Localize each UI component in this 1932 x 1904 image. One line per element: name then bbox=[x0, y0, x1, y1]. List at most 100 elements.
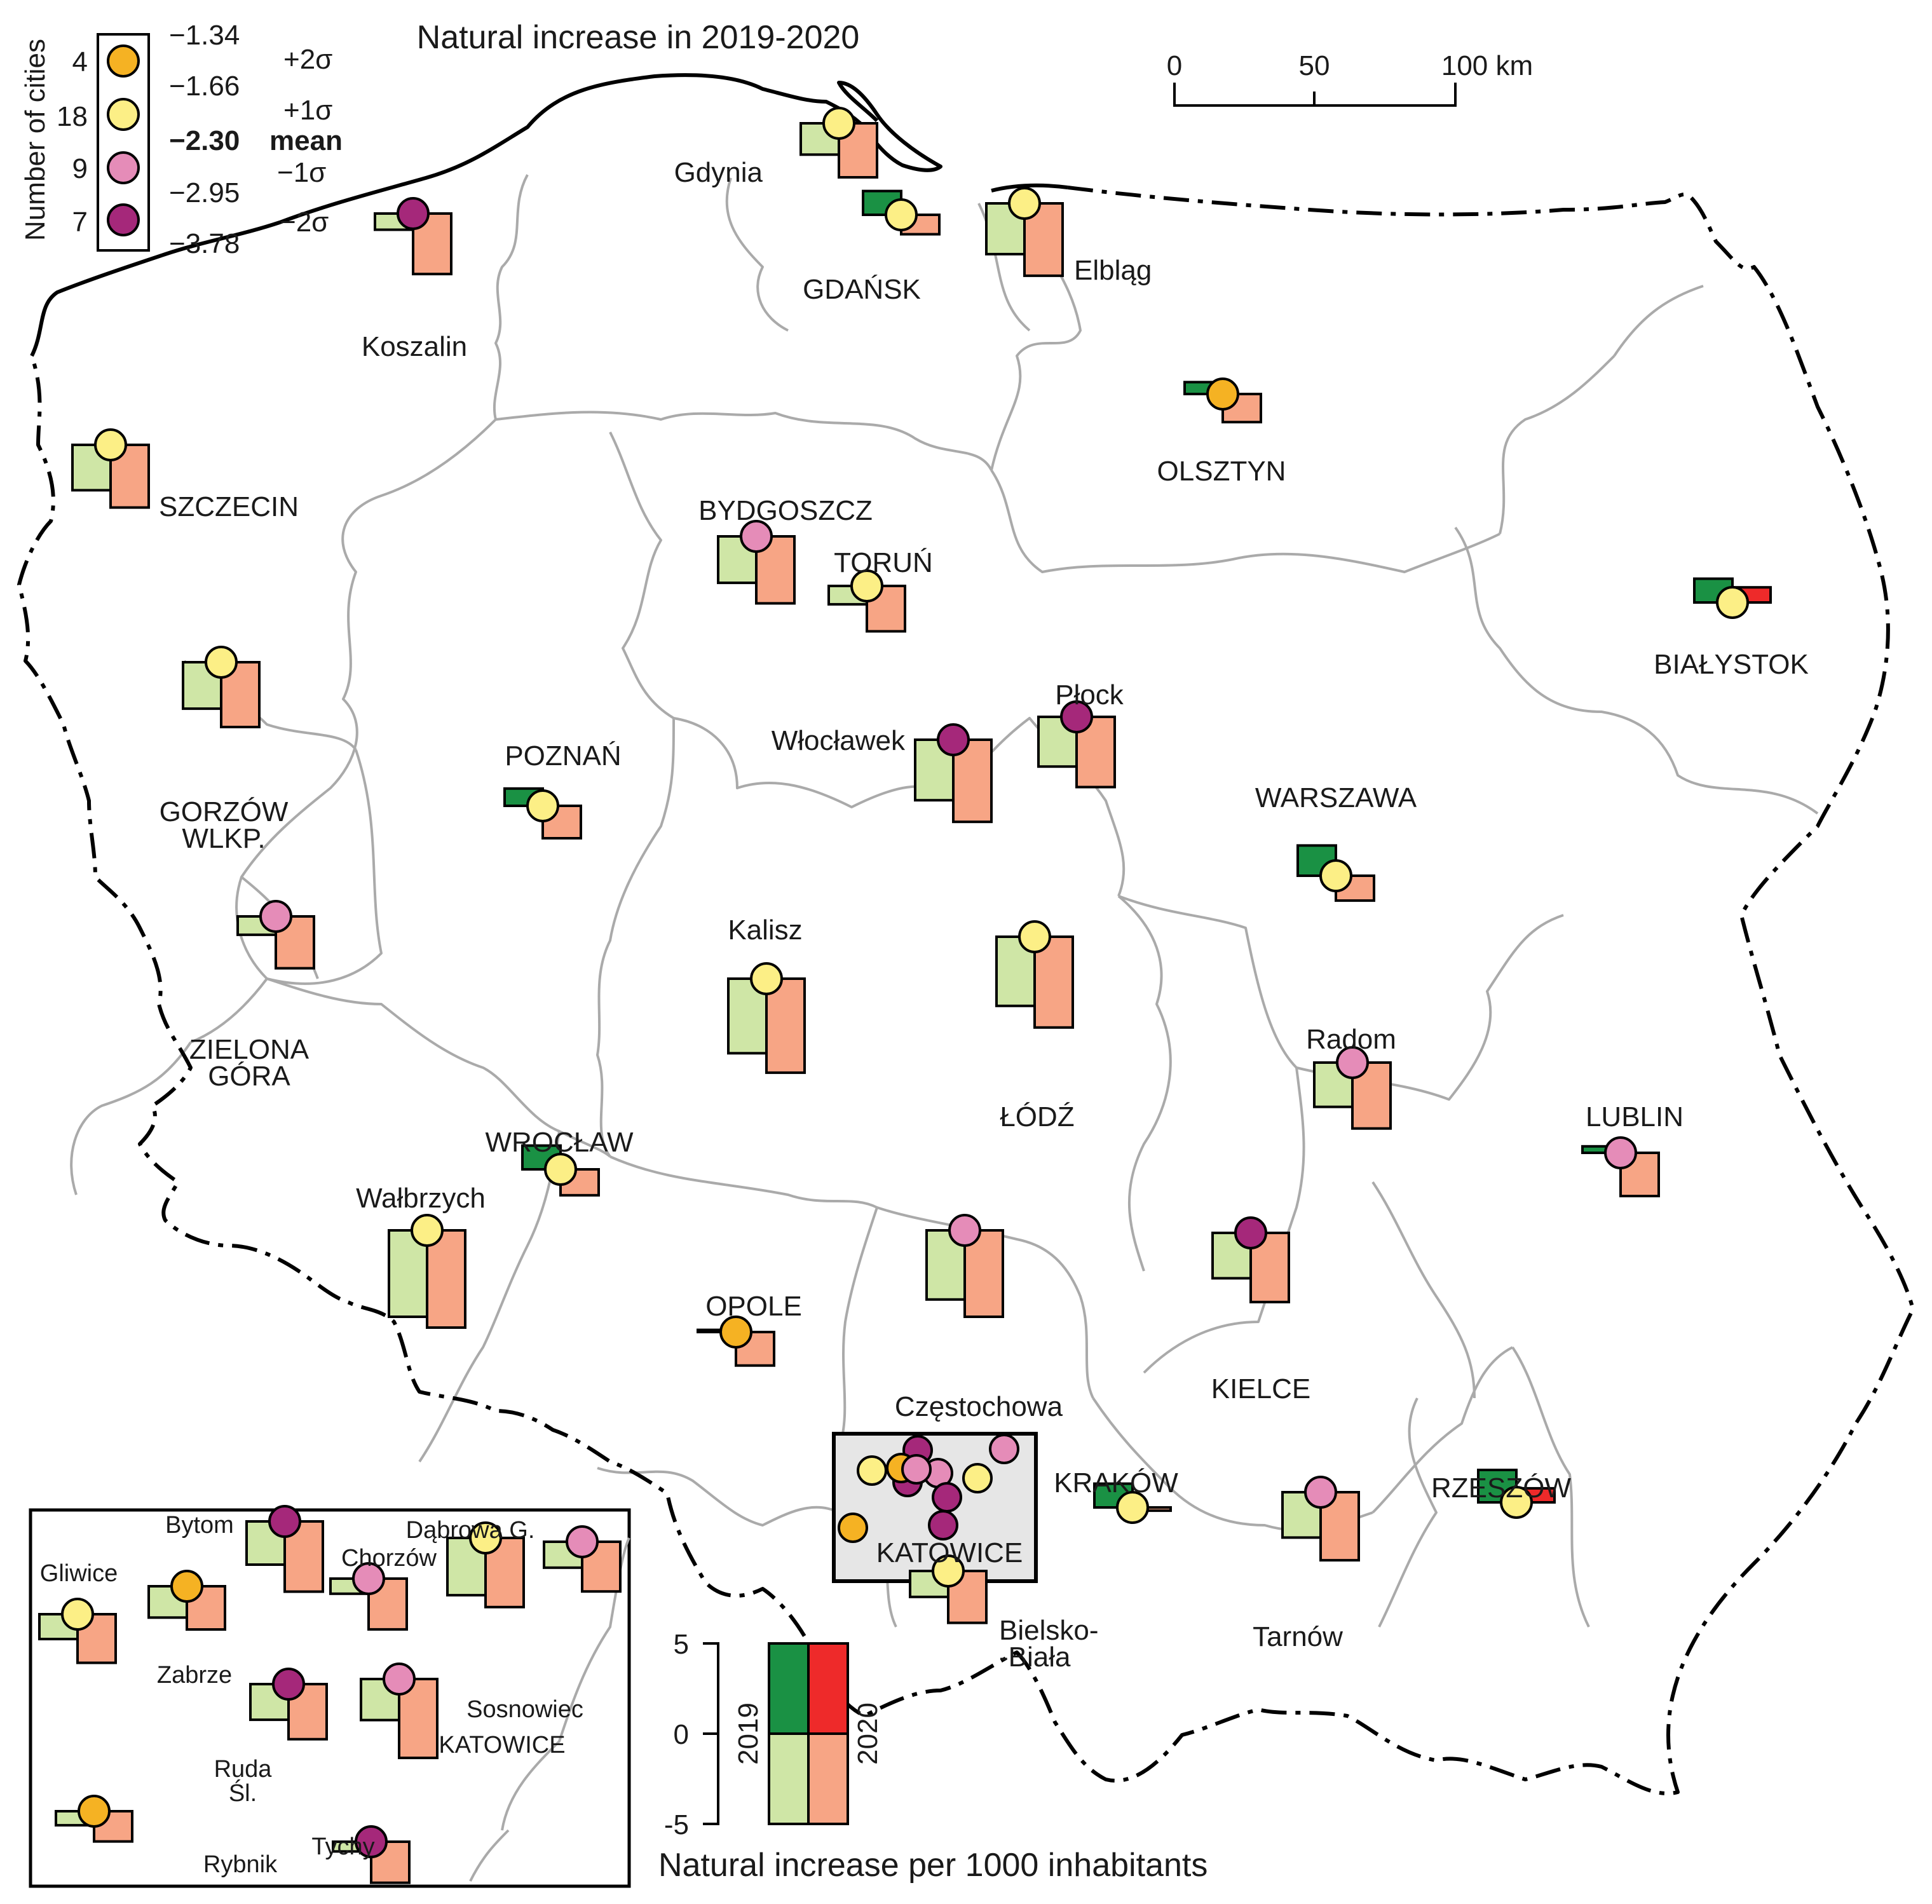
city-label-walbrzych: Wałbrzych bbox=[356, 1183, 486, 1214]
legend-sigma-plus1: +1σ bbox=[283, 95, 332, 126]
radom-class-dot bbox=[1336, 1046, 1369, 1079]
city-label-radom: Radom bbox=[1306, 1024, 1396, 1055]
city-label-wroclaw: WROCŁAW bbox=[485, 1127, 633, 1158]
legend-count-4: 7 bbox=[72, 207, 88, 238]
warszawa-class-dot bbox=[1319, 859, 1352, 892]
city-label-kalisz: Kalisz bbox=[728, 915, 802, 946]
swatch-2019-negative bbox=[768, 1732, 810, 1825]
legend-count-3: 9 bbox=[72, 153, 88, 184]
city-label-krakow: KRAKÓW bbox=[1054, 1467, 1178, 1499]
katowice-class-dot bbox=[383, 1663, 416, 1696]
zielona-góra-class-dot bbox=[259, 900, 292, 933]
legend-count-2: 18 bbox=[57, 101, 88, 132]
inset-label-katowice: KATOWICE bbox=[439, 1732, 565, 1758]
legend-break-1: −1.34 bbox=[169, 20, 240, 51]
częstochowa-class-dot bbox=[948, 1214, 981, 1247]
sosnowiec-class-dot bbox=[566, 1525, 599, 1558]
coastline bbox=[30, 73, 1068, 357]
scale-tick-100: 100 km bbox=[1441, 50, 1533, 81]
inset-label-chorzow: Chorzów bbox=[341, 1545, 437, 1572]
city-label-bydgoszcz: BYDGOSZCZ bbox=[698, 495, 873, 526]
city-symbols bbox=[38, 107, 1772, 1884]
bielsko-biała-class-dot bbox=[932, 1554, 965, 1588]
kalisz-class-dot bbox=[750, 962, 783, 995]
legend-axis-label: Number of cities bbox=[20, 39, 51, 241]
wałbrzych-class-dot bbox=[411, 1214, 444, 1247]
legend-sigma-mean: mean bbox=[269, 125, 343, 156]
inset-label-dabrowa: Dąbrowa G. bbox=[406, 1517, 535, 1544]
ruda-śl-class-dot bbox=[272, 1668, 305, 1701]
city-label-opole: OPOLE bbox=[705, 1291, 802, 1322]
map-title: Natural increase in 2019-2020 bbox=[417, 19, 860, 56]
city-label-bielsko-line2: -Biała bbox=[999, 1642, 1071, 1673]
city-label-tarnow: Tarnów bbox=[1253, 1621, 1343, 1652]
swatch-2020-positive bbox=[807, 1642, 849, 1735]
cluster-dot-10 bbox=[928, 1510, 958, 1540]
poznań-class-dot bbox=[526, 789, 559, 822]
dąbrowa-g-class-dot bbox=[469, 1521, 502, 1554]
tarnów-class-dot bbox=[1304, 1476, 1337, 1509]
scale-bar: 0 50 100 km bbox=[1167, 50, 1533, 107]
bar-legend-tick-5: 5 bbox=[674, 1629, 689, 1660]
kalisz-bar-2020 bbox=[765, 977, 806, 1074]
inset-label-tychy: Tychy bbox=[311, 1833, 374, 1860]
land-border bbox=[17, 186, 1915, 1795]
city-label-wloclawek: Włocławek bbox=[772, 725, 906, 756]
scale-tick-50: 50 bbox=[1299, 50, 1330, 81]
łódź-class-dot bbox=[1018, 920, 1051, 953]
inset-label-ruda-line2: Śl. bbox=[229, 1778, 257, 1807]
legend-dot-class-1 bbox=[107, 44, 140, 78]
scale-tick-0: 0 bbox=[1167, 50, 1182, 81]
chorzów-class-dot bbox=[352, 1562, 385, 1595]
legend-dot-class-3 bbox=[107, 151, 140, 184]
łódź-bar-2020 bbox=[1033, 935, 1074, 1029]
gorzów-wlkp-bar-2020 bbox=[220, 661, 261, 728]
bar-legend-year-2020: 2020 bbox=[852, 1703, 883, 1765]
inset-label-ruda-line1: Ruda bbox=[214, 1756, 273, 1783]
city-label-gdynia: Gdynia bbox=[674, 157, 763, 188]
elbląg-class-dot bbox=[1008, 187, 1041, 220]
cluster-dot-4 bbox=[857, 1455, 887, 1486]
city-label-warszawa: WARSZAWA bbox=[1255, 782, 1417, 813]
gliwice-class-dot bbox=[61, 1598, 94, 1631]
szczecin-class-dot bbox=[94, 428, 127, 461]
city-label-rzeszow: RZESZÓW bbox=[1431, 1472, 1571, 1504]
koszalin-class-dot bbox=[397, 197, 430, 230]
city-label-zielona-gora-line1: ZIELONA bbox=[189, 1034, 310, 1065]
legend-dot-class-2 bbox=[107, 98, 140, 131]
bar-size-legend: 5 0 -5 2019 2020 Natural increase per 10… bbox=[658, 1629, 1208, 1884]
rybnik-class-dot bbox=[78, 1795, 111, 1828]
city-label-plock: Płock bbox=[1055, 679, 1124, 711]
city-label-bialystok: BIAŁYSTOK bbox=[1654, 649, 1809, 680]
legend-break-4: −2.95 bbox=[169, 177, 240, 208]
bydgoszcz-class-dot bbox=[740, 520, 773, 553]
city-label-torun: TORUŃ bbox=[834, 547, 933, 578]
legend-sigma-minus1: −1σ bbox=[277, 157, 326, 188]
country-outline bbox=[17, 73, 1915, 1795]
city-label-lodz: ŁÓDŹ bbox=[1000, 1101, 1074, 1132]
city-label-zielona-gora-line2: GÓRA bbox=[208, 1061, 290, 1092]
białystok-class-dot bbox=[1716, 586, 1749, 619]
gorzów-wlkp-class-dot bbox=[205, 646, 238, 679]
inset-label-sosnowiec: Sosnowiec bbox=[466, 1696, 583, 1723]
inset-label-gliwice: Gliwice bbox=[40, 1560, 118, 1587]
city-label-lublin: LUBLIN bbox=[1586, 1101, 1684, 1132]
city-label-koszalin: Koszalin bbox=[362, 331, 467, 362]
city-labels: Koszalin Gdynia GDAŃSK Elbląg OLSZTYN SZ… bbox=[159, 157, 1809, 1673]
katowice-bar-2020 bbox=[398, 1678, 439, 1760]
legend-break-5: −3.78 bbox=[169, 228, 240, 259]
bar-legend-tick-minus5: -5 bbox=[664, 1809, 689, 1840]
cluster-dot-7 bbox=[989, 1434, 1019, 1464]
włocławek-bar-2020 bbox=[952, 738, 993, 824]
lublin-class-dot bbox=[1604, 1136, 1637, 1169]
inset-label-rybnik: Rybnik bbox=[203, 1851, 278, 1878]
gdańsk-class-dot bbox=[885, 198, 918, 231]
city-label-kielce: KIELCE bbox=[1211, 1373, 1311, 1404]
radom-bar-2019 bbox=[1313, 1061, 1354, 1108]
bytom-class-dot bbox=[268, 1505, 301, 1538]
gdynia-class-dot bbox=[822, 107, 855, 140]
zabrze-class-dot bbox=[170, 1570, 203, 1603]
legend-sigma-plus2: +2σ bbox=[283, 44, 332, 75]
city-label-elblag: Elbląg bbox=[1074, 255, 1152, 286]
